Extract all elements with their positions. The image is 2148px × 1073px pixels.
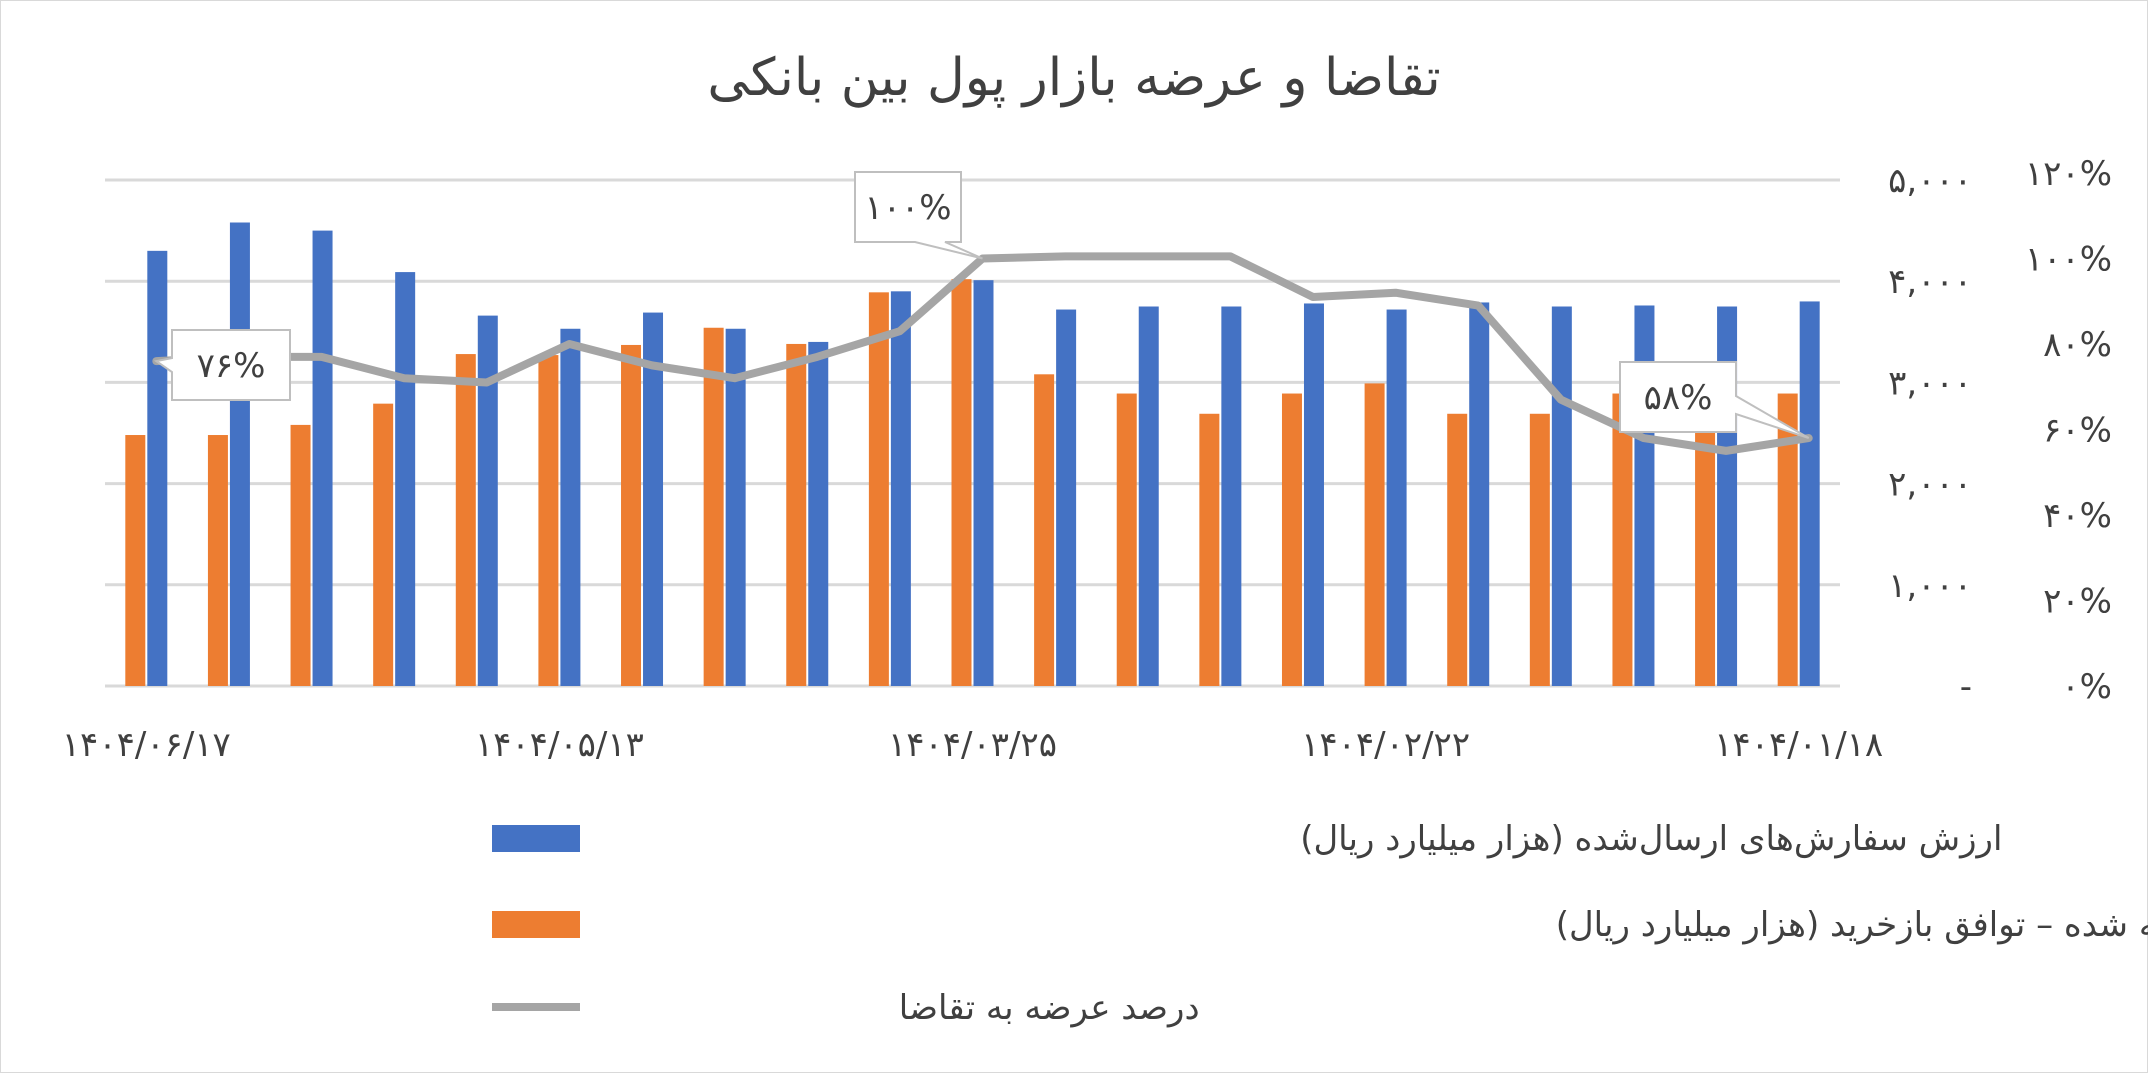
bar-accepted (621, 344, 642, 686)
data-label-callout (1619, 361, 1810, 439)
bar-accepted (1529, 413, 1550, 686)
legend-label: ارزش سفارش‌های پذیرفته شده – توافق بازخر… (1556, 905, 2148, 945)
bar-submitted (1469, 302, 1490, 686)
x-axis-tick: ۱۴۰۴/۰۳/۲۵ (888, 725, 1057, 765)
bar-submitted (1138, 306, 1159, 686)
legend-label: ارزش سفارش‌های ارسال‌شده (هزار میلیارد ر… (1300, 819, 2002, 859)
bar-submitted (725, 328, 746, 686)
left-axis-tick: ۱,۰۰۰ (1888, 566, 1972, 606)
x-axis-tick: ۱۴۰۴/۰۵/۱۳ (475, 725, 644, 765)
bar-accepted (703, 327, 724, 686)
left-axis-tick: ۴,۰۰۰ (1888, 262, 1972, 302)
data-label-callout (153, 329, 291, 401)
bar-submitted (1303, 303, 1324, 686)
bar-submitted (1056, 309, 1077, 686)
data-label: ۵۸% (1644, 378, 1713, 418)
bar-accepted (290, 424, 311, 686)
bar-accepted (1116, 393, 1137, 686)
bar-accepted (951, 279, 972, 686)
bar-submitted (147, 250, 168, 686)
bar-submitted (1386, 309, 1407, 686)
data-label: ۷۶% (197, 346, 266, 386)
bar-accepted (207, 435, 228, 686)
bar-submitted (1221, 306, 1242, 686)
x-axis-tick: ۱۴۰۴/۰۱/۱۸ (1714, 725, 1883, 765)
data-label-callout (854, 171, 983, 260)
bar-accepted (1777, 393, 1798, 686)
legend-swatch (492, 911, 580, 938)
bar-accepted (455, 354, 476, 686)
bar-submitted (808, 341, 829, 686)
data-label: ۱۰۰% (864, 188, 951, 228)
left-axis-tick: ۵,۰۰۰ (1888, 161, 1972, 201)
data-labels: ۷۶% ۱۰۰% ۵۸% (153, 171, 1810, 439)
x-axis-tick: ۱۴۰۴/۰۶/۱۷ (62, 725, 231, 765)
bar-accepted (1281, 393, 1302, 686)
legend: ارزش سفارش‌های ارسال‌شده (هزار میلیارد ر… (492, 819, 2148, 1028)
bar-accepted (125, 435, 146, 686)
bar-accepted (1364, 383, 1385, 686)
chart-title: تقاضا و عرضه بازار پول بین بانکی (707, 48, 1440, 108)
bar-series (125, 222, 1820, 686)
right-axis-tick: ۸۰% (2043, 325, 2112, 365)
bar-submitted (890, 291, 911, 686)
left-axis-tick: ۲,۰۰۰ (1888, 465, 1972, 505)
bar-submitted (1799, 301, 1820, 686)
right-axis-tick: ۲۰% (2043, 582, 2112, 622)
left-axis-tick: ۳,۰۰۰ (1888, 363, 1972, 403)
left-axis-tick: - (1960, 667, 1972, 707)
bar-accepted (1447, 413, 1468, 686)
x-axis-tick: ۱۴۰۴/۰۲/۲۲ (1301, 725, 1470, 765)
bar-submitted (643, 312, 664, 686)
right-axis-tick: ۰% (2061, 667, 2112, 707)
bar-submitted (477, 315, 498, 686)
bar-submitted (395, 272, 416, 686)
bar-accepted (1199, 413, 1220, 686)
bar-accepted (1612, 393, 1633, 686)
right-axis-tick: ۶۰% (2043, 411, 2112, 451)
legend-swatch (492, 825, 580, 852)
bar-accepted (1695, 413, 1716, 686)
bar-submitted (560, 328, 581, 686)
bar-accepted (373, 403, 394, 686)
bar-accepted (1034, 374, 1055, 686)
legend-label: درصد عرضه به تقاضا (899, 988, 1200, 1028)
gridlines (105, 178, 1840, 688)
right-axis-tick: ۱۲۰% (2025, 154, 2112, 194)
bar-accepted (786, 343, 807, 686)
bar-accepted (538, 355, 559, 686)
right-axis-tick: ۴۰% (2043, 496, 2112, 536)
right-axis-tick: ۱۰۰% (2025, 240, 2112, 280)
bar-accepted (868, 292, 889, 686)
bar-submitted (973, 280, 994, 686)
bar-submitted (229, 222, 250, 686)
axes: - ۱,۰۰۰ ۲,۰۰۰ ۳,۰۰۰ ۴,۰۰۰ ۵,۰۰۰ ۰% ۲۰% ۴۰% ۶۰% ۸۰%… (62, 154, 2112, 765)
bar-submitted (1551, 306, 1572, 686)
bar-submitted (312, 230, 333, 686)
